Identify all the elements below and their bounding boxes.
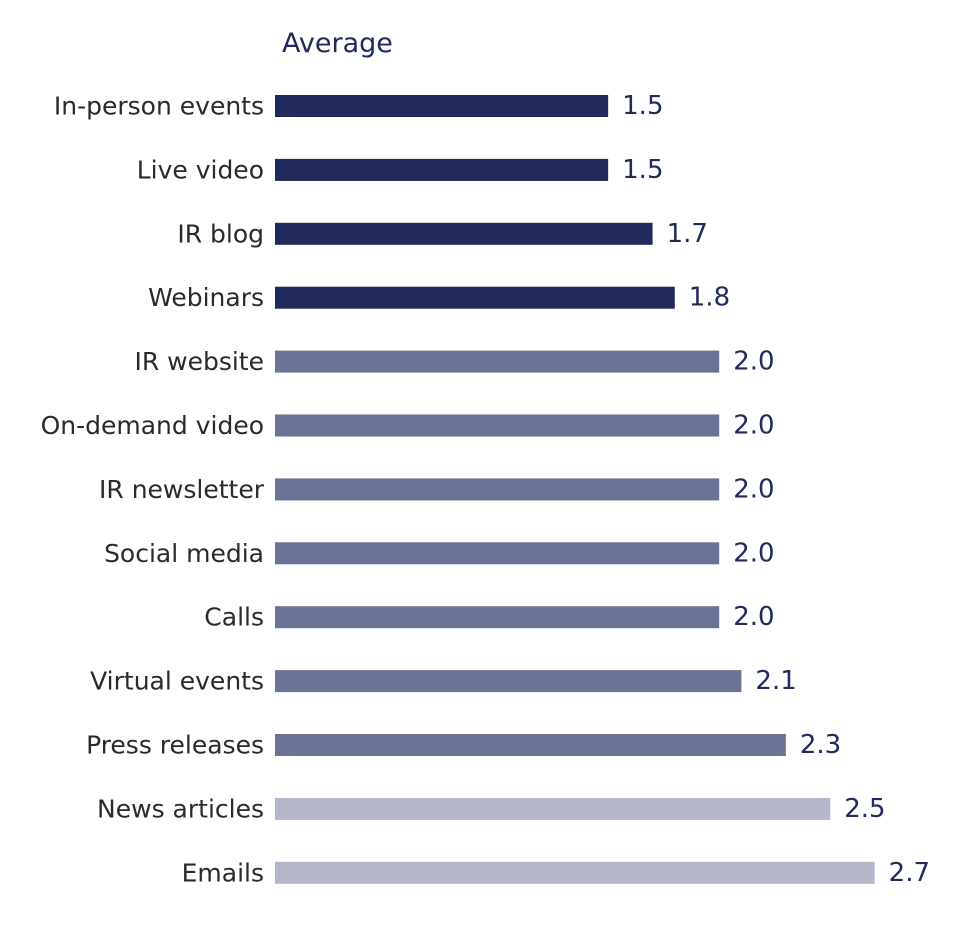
chart-title: Average bbox=[282, 28, 393, 59]
bar bbox=[275, 286, 675, 309]
category-label: Live video bbox=[137, 155, 264, 184]
value-label: 2.0 bbox=[733, 474, 774, 504]
category-label: Webinars bbox=[148, 283, 264, 312]
bars-group: In-person events 1.5 Live video 1.5 IR blog 1… bbox=[41, 91, 930, 888]
value-label: 2.0 bbox=[733, 602, 774, 632]
value-label: 1.8 bbox=[689, 283, 730, 313]
value-label: 2.0 bbox=[733, 411, 774, 441]
value-label: 1.7 bbox=[667, 219, 708, 249]
value-label: 2.7 bbox=[889, 858, 930, 888]
bar bbox=[275, 797, 831, 820]
category-label: IR blog bbox=[177, 219, 264, 248]
category-label: Calls bbox=[204, 603, 264, 632]
category-label: Virtual events bbox=[90, 667, 264, 696]
value-label: 2.5 bbox=[844, 794, 885, 824]
value-label: 1.5 bbox=[622, 91, 663, 121]
category-label: IR newsletter bbox=[99, 475, 265, 504]
bar bbox=[275, 95, 609, 117]
bar bbox=[275, 350, 720, 373]
category-label: On-demand video bbox=[41, 411, 264, 440]
bar bbox=[275, 478, 720, 501]
value-label: 2.0 bbox=[733, 538, 774, 568]
bar bbox=[275, 414, 720, 437]
bar bbox=[275, 734, 786, 756]
category-label: In-person events bbox=[54, 92, 264, 121]
value-label: 2.3 bbox=[800, 730, 841, 760]
bar bbox=[275, 542, 720, 565]
bar bbox=[275, 670, 742, 693]
value-label: 2.1 bbox=[755, 666, 796, 696]
category-label: News articles bbox=[97, 794, 264, 823]
value-label: 1.5 bbox=[622, 155, 663, 185]
category-label: Social media bbox=[104, 539, 264, 568]
bar bbox=[275, 606, 720, 629]
bar bbox=[275, 158, 609, 181]
category-label: Emails bbox=[182, 858, 264, 887]
category-label: IR website bbox=[134, 347, 264, 376]
category-label: Press releases bbox=[86, 731, 264, 760]
bar bbox=[275, 861, 875, 884]
bar bbox=[275, 222, 653, 245]
value-label: 2.0 bbox=[733, 347, 774, 377]
